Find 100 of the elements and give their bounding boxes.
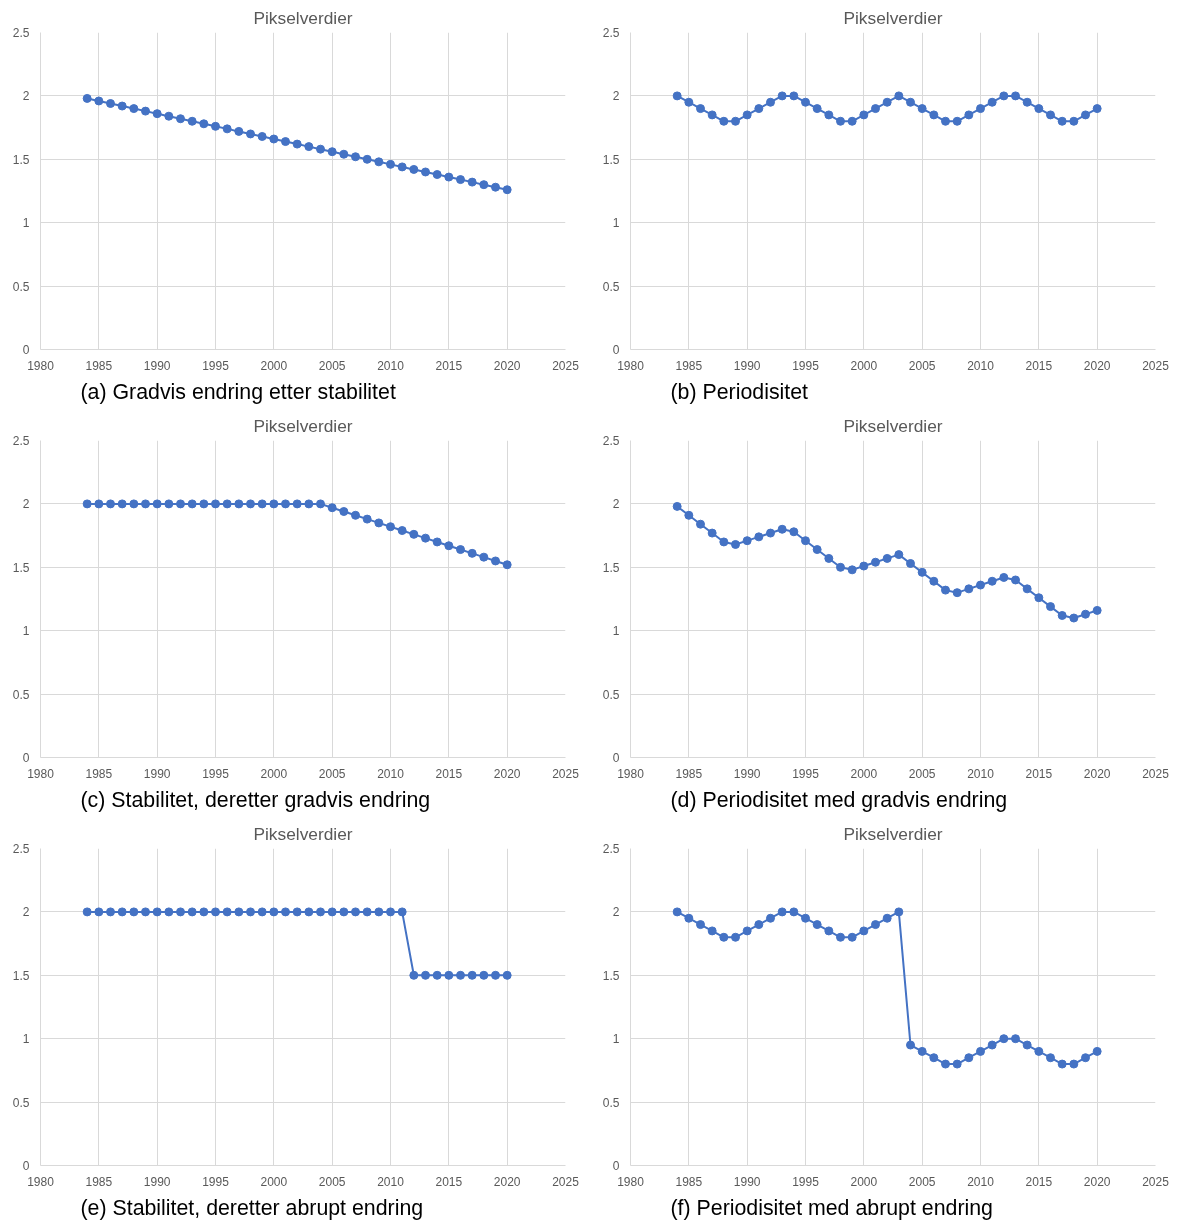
x-tick-label: 2000 (260, 358, 288, 373)
x-tick-label: 1980 (617, 358, 645, 373)
text: (f) Periodisitet med abrupt endring (670, 1195, 993, 1220)
y-tick-label: 1.5 (12, 152, 30, 167)
y-tick-label: 0.5 (12, 1095, 30, 1110)
y-tick-label: 0 (22, 1159, 30, 1173)
chart-title: Pikselverdier (843, 7, 943, 28)
x-tick-label: 1985 (675, 1174, 703, 1189)
y-tick-label: 1.5 (12, 968, 30, 983)
y-tick-label: 2 (22, 497, 30, 512)
x-tick-label: 2010 (967, 1174, 995, 1189)
y-tick-label: 0 (22, 751, 30, 765)
x-tick-label: 2025 (1142, 1174, 1170, 1189)
x-tick-label: 2010 (967, 766, 995, 781)
x-tick-label: 2000 (260, 766, 288, 781)
y-tick-label: 2 (612, 497, 620, 512)
x-tick-label: 1990 (733, 358, 761, 373)
chart-title: Pikselverdier (843, 415, 943, 436)
text: (a) Gradvis endring etter stabilitet (80, 379, 396, 404)
y-tick-label: 0.5 (602, 279, 620, 294)
x-tick-label: 1980 (27, 766, 55, 781)
y-tick-label: 1 (612, 216, 620, 231)
x-tick-label: 1985 (85, 358, 113, 373)
x-tick-label: 2010 (377, 358, 405, 373)
x-tick-label: 2015 (1025, 766, 1053, 781)
y-tick-label: 2 (612, 89, 620, 104)
x-tick-label: 2005 (318, 766, 346, 781)
text: (e) Stabilitet, deretter abrupt endring (80, 1195, 424, 1220)
x-tick-label: 1985 (675, 766, 703, 781)
x-tick-label: 2000 (850, 1174, 878, 1189)
x-tick-label: 2020 (493, 358, 521, 373)
x-tick-label: 2020 (1083, 766, 1111, 781)
y-tick-label: 2.5 (12, 842, 30, 856)
y-tick-label: 1 (22, 216, 30, 231)
x-tick-label: 2000 (850, 358, 878, 373)
x-tick-label: 1990 (143, 358, 171, 373)
x-tick-label: 2025 (552, 766, 580, 781)
y-tick-label: 1 (22, 624, 30, 639)
x-tick-label: 1985 (85, 1174, 113, 1189)
y-tick-label: 0 (612, 751, 620, 765)
x-tick-label: 2010 (967, 358, 995, 373)
y-tick-label: 2.5 (602, 26, 620, 40)
x-tick-label: 1990 (733, 766, 761, 781)
chart-title: Pikselverdier (253, 415, 353, 436)
text: (c) Stabilitet, deretter gradvis endring (80, 787, 431, 812)
x-tick-label: 2010 (377, 766, 405, 781)
x-tick-label: 1985 (675, 358, 703, 373)
y-tick-label: 1 (612, 624, 620, 639)
x-tick-label: 1985 (85, 766, 113, 781)
y-tick-label: 1.5 (12, 560, 30, 575)
x-tick-label: 2005 (318, 358, 346, 373)
x-tick-label: 2025 (552, 358, 580, 373)
x-tick-label: 2015 (435, 358, 463, 373)
y-tick-label: 2 (612, 905, 620, 920)
y-tick-label: 0.5 (602, 687, 620, 702)
x-tick-label: 2015 (435, 766, 463, 781)
x-tick-label: 2015 (435, 1174, 463, 1189)
text: (d) Periodisitet med gradvis endring (670, 787, 1008, 812)
y-tick-label: 2.5 (12, 26, 30, 40)
y-tick-label: 1 (612, 1032, 620, 1047)
x-tick-label: 1995 (202, 1174, 230, 1189)
x-tick-label: 1995 (202, 766, 230, 781)
chart-title: Pikselverdier (253, 823, 353, 844)
x-tick-label: 2000 (850, 766, 878, 781)
x-tick-label: 1990 (143, 766, 171, 781)
chart-title: Pikselverdier (253, 7, 353, 28)
x-tick-label: 1995 (792, 1174, 820, 1189)
y-tick-label: 1.5 (602, 560, 620, 575)
y-tick-label: 2 (22, 905, 30, 920)
x-tick-label: 2005 (908, 766, 936, 781)
x-tick-label: 2025 (1142, 358, 1170, 373)
x-tick-label: 2005 (318, 1174, 346, 1189)
x-tick-label: 1980 (617, 766, 645, 781)
y-tick-label: 1 (22, 1032, 30, 1047)
y-tick-label: 0.5 (602, 1095, 620, 1110)
y-tick-label: 1.5 (602, 152, 620, 167)
y-tick-label: 0 (612, 343, 620, 357)
x-tick-label: 2020 (493, 1174, 521, 1189)
chart-title: Pikselverdier (843, 823, 943, 844)
x-tick-label: 1980 (27, 358, 55, 373)
y-tick-label: 1.5 (602, 968, 620, 983)
x-tick-label: 2020 (493, 766, 521, 781)
x-tick-label: 2010 (377, 1174, 405, 1189)
x-tick-label: 2005 (908, 358, 936, 373)
x-tick-label: 2020 (1083, 1174, 1111, 1189)
y-tick-label: 2.5 (12, 434, 30, 448)
x-tick-label: 2000 (260, 1174, 288, 1189)
y-tick-label: 0.5 (12, 279, 30, 294)
x-tick-label: 1980 (617, 1174, 645, 1189)
x-tick-label: 2005 (908, 1174, 936, 1189)
y-tick-label: 0 (22, 343, 30, 357)
x-tick-label: 2015 (1025, 358, 1053, 373)
y-tick-label: 2 (22, 89, 30, 104)
x-tick-label: 2015 (1025, 1174, 1053, 1189)
text: (b) Periodisitet (670, 379, 809, 404)
x-tick-label: 1980 (27, 1174, 55, 1189)
y-tick-label: 2.5 (602, 434, 620, 448)
x-tick-label: 1995 (792, 766, 820, 781)
y-tick-label: 0 (612, 1159, 620, 1173)
x-tick-label: 1990 (733, 1174, 761, 1189)
